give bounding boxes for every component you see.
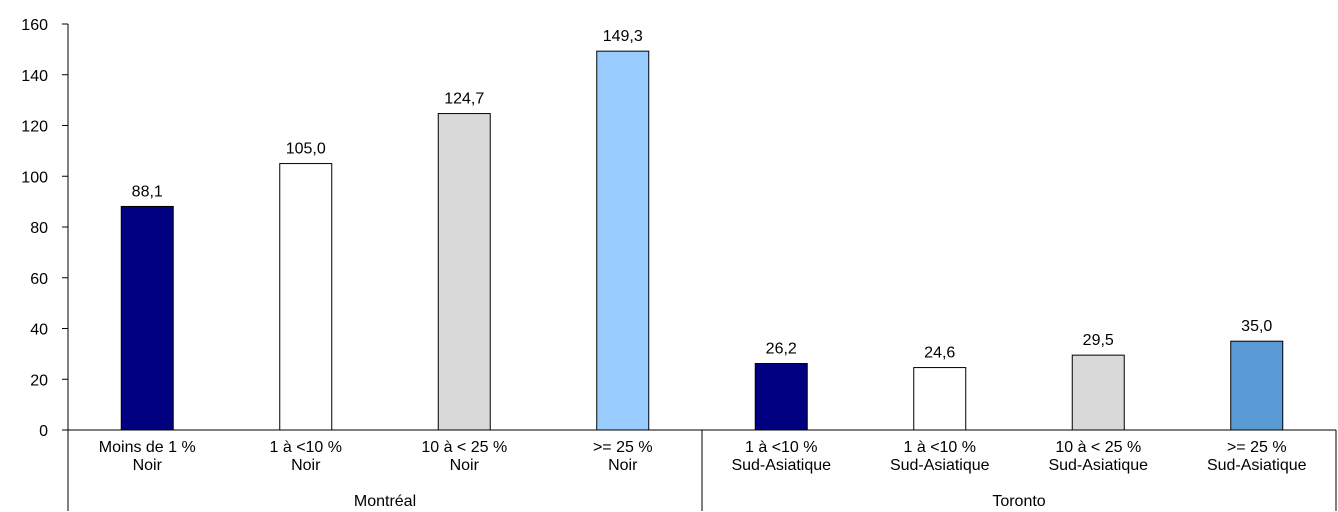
category-label-line2: Sud-Asiatique [1207,457,1307,474]
category-label-line1: 1 à <10 % [904,439,977,456]
y-tick-label: 140 [21,68,48,85]
y-tick-label: 80 [30,220,48,237]
bar-value-label: 124,7 [444,91,484,108]
category-label-line1: Moins de 1 % [99,439,196,456]
category-label-line1: 10 à < 25 % [1055,439,1141,456]
bar [596,50,650,431]
bar [913,367,967,431]
group-label: Toronto [992,493,1045,510]
y-tick-label: 100 [21,169,48,186]
bar [1071,354,1125,431]
bar [279,163,333,431]
category-label-line1: 10 à < 25 % [421,439,507,456]
bar [1230,340,1284,431]
y-tick-label: 120 [21,119,48,136]
y-axis: 0 20 40 60 80 100 120 140 160 [21,17,69,511]
bar [120,205,174,431]
bar-value-label: 26,2 [766,341,797,358]
category-label-line2: Noir [608,457,638,474]
bar-value-label: 29,5 [1083,332,1114,349]
category-label-line2: Noir [133,457,163,474]
bar-value-label: 149,3 [603,28,643,45]
y-tick-label: 60 [30,271,48,288]
y-tick-label: 40 [30,322,48,339]
bar [754,363,808,431]
category-label-line1: 1 à <10 % [745,439,818,456]
y-tick-label: 0 [39,423,48,440]
bar [437,113,491,431]
category-label-line1: >= 25 % [593,439,653,456]
category-label-line2: Sud-Asiatique [731,457,831,474]
value-labels: 88,1 105,0 124,7 149,3 26,2 24,6 29,5 35,0 [132,28,1273,361]
group-label: Montréal [354,493,416,510]
category-label-line2: Sud-Asiatique [1048,457,1148,474]
category-label-line2: Noir [450,457,480,474]
category-label-line2: Noir [291,457,321,474]
bar-value-label: 35,0 [1241,318,1272,335]
category-label-line1: >= 25 % [1227,439,1287,456]
category-label-line2: Sud-Asiatique [890,457,990,474]
bars [120,50,1284,431]
bar-value-label: 24,6 [924,345,955,362]
bar-value-label: 105,0 [286,141,326,158]
y-tick-label: 20 [30,372,48,389]
bar-value-label: 88,1 [132,183,163,200]
category-label-line1: 1 à <10 % [270,439,343,456]
y-tick-label: 160 [21,17,48,34]
